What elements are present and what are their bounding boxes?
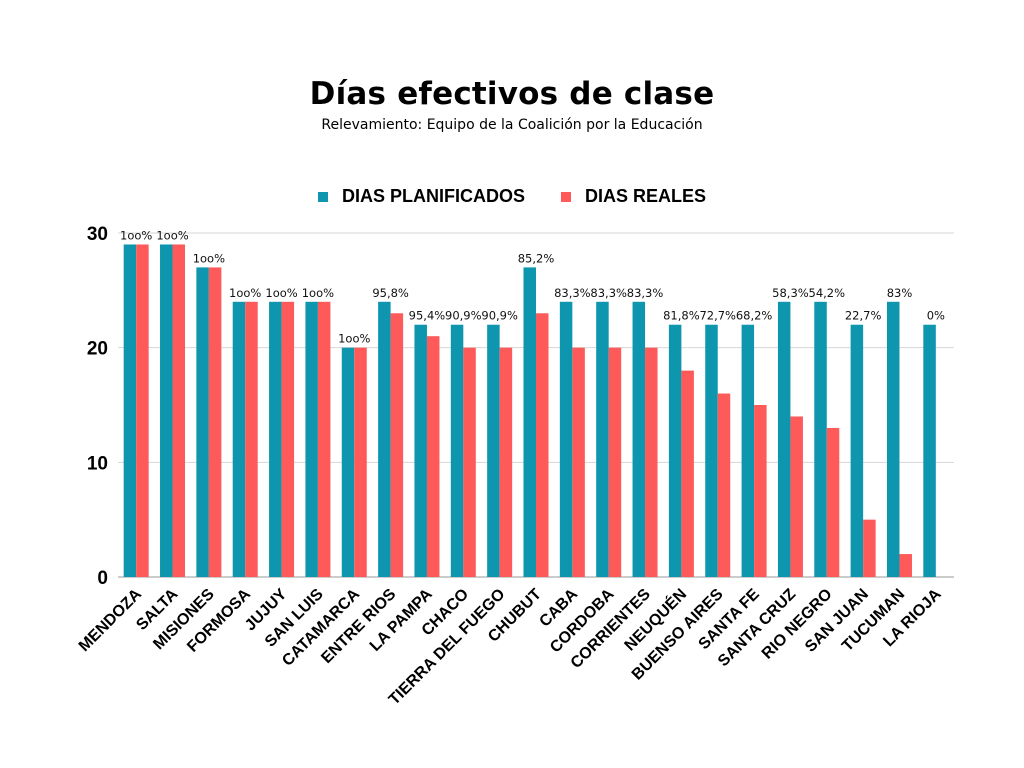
bar-planned: [196, 267, 209, 577]
y-tick-label: 20: [87, 339, 108, 360]
bar-planned: [487, 324, 500, 577]
bar-planned: [450, 324, 464, 577]
legend-item-planned: DIAS PLANIFICADOS: [317, 186, 525, 207]
bar-planned: [850, 324, 864, 577]
bar-real: [172, 244, 186, 577]
y-tick-label: 10: [87, 453, 108, 474]
bar-real: [681, 370, 694, 577]
bar-planned: [232, 301, 246, 577]
bar-real: [790, 416, 803, 577]
y-axis: 0 10 20 30: [87, 224, 108, 589]
bar-planned: [378, 301, 391, 577]
data-label: 68,2%: [736, 309, 773, 323]
bar-planned: [632, 301, 646, 577]
chart-subtitle: Relevamiento: Equipo de la Coalición por…: [321, 117, 703, 133]
bar-planned: [523, 267, 536, 577]
bar-planned: [741, 324, 755, 577]
legend-swatch-real: [560, 191, 571, 202]
data-label: 1oo%: [338, 332, 370, 346]
bar-real: [281, 301, 295, 577]
data-label: 83,3%: [627, 286, 664, 300]
bar-planned: [596, 301, 609, 577]
data-label: 1oo%: [265, 286, 297, 300]
data-label: 1oo%: [302, 286, 334, 300]
bar-real: [245, 301, 258, 577]
data-label: 58,3%: [772, 286, 809, 300]
bars: [123, 244, 936, 577]
bar-planned: [269, 301, 282, 577]
data-label: 83,3%: [590, 286, 627, 300]
data-label: 22,7%: [845, 309, 882, 323]
bar-planned: [559, 301, 573, 577]
bar-planned: [341, 347, 355, 577]
data-label: 90,9%: [481, 309, 518, 323]
bar-real: [317, 301, 331, 577]
bar-real: [390, 313, 404, 577]
bar-real: [572, 347, 585, 577]
bar-real: [208, 267, 222, 577]
bar-planned: [923, 324, 936, 577]
bar-real: [754, 405, 767, 577]
y-tick-label: 0: [97, 568, 108, 589]
bar-real: [426, 336, 440, 577]
legend: DIAS PLANIFICADOS DIAS REALES: [0, 186, 1024, 207]
data-label: 1oo%: [229, 286, 261, 300]
legend-label-planned: DIAS PLANIFICADOS: [341, 186, 525, 206]
bar-planned: [160, 244, 173, 577]
bar-real: [463, 347, 476, 577]
data-label: 1oo%: [120, 228, 152, 242]
legend-label-real: DIAS REALES: [584, 186, 707, 206]
data-label: 1oo%: [193, 251, 225, 265]
bar-real: [354, 347, 367, 577]
bar-real: [863, 519, 876, 577]
bar-planned: [668, 324, 682, 577]
bar-real: [536, 313, 549, 577]
data-label: 95,8%: [372, 286, 409, 300]
bar-planned: [414, 324, 427, 577]
data-labels: 1oo% 1oo%1oo%1oo% 1oo% 1oo%1oo%95,8%95,4% 90…: [120, 228, 945, 345]
bar-real: [899, 554, 912, 577]
bar-real: [499, 347, 513, 577]
bar-planned: [305, 301, 318, 577]
data-label: 85,2%: [518, 251, 555, 265]
bar-real: [136, 244, 149, 577]
bar-real: [826, 427, 840, 577]
bar-planned: [886, 301, 900, 577]
bar-planned: [123, 244, 137, 577]
data-label: 0%: [927, 309, 945, 323]
chart-title: Días efectivos de clase: [309, 76, 715, 112]
data-label: 83,3%: [554, 286, 591, 300]
bar-real: [608, 347, 622, 577]
bar-planned: [814, 301, 827, 577]
bar-planned: [777, 301, 791, 577]
legend-item-real: DIAS REALES: [560, 186, 707, 207]
data-label: 83%: [887, 286, 913, 300]
legend-swatch-planned: [317, 191, 328, 202]
data-label: 81,8%: [663, 309, 700, 323]
bar-real: [645, 347, 658, 577]
y-tick-label: 30: [87, 224, 108, 245]
data-label: 72,7%: [699, 309, 736, 323]
data-label: 90,9%: [445, 309, 482, 323]
data-label: 1oo%: [156, 228, 188, 242]
bar-planned: [705, 324, 718, 577]
data-label: 54,2%: [809, 286, 846, 300]
data-label: 95,4%: [409, 309, 446, 323]
bar-real: [717, 393, 731, 577]
